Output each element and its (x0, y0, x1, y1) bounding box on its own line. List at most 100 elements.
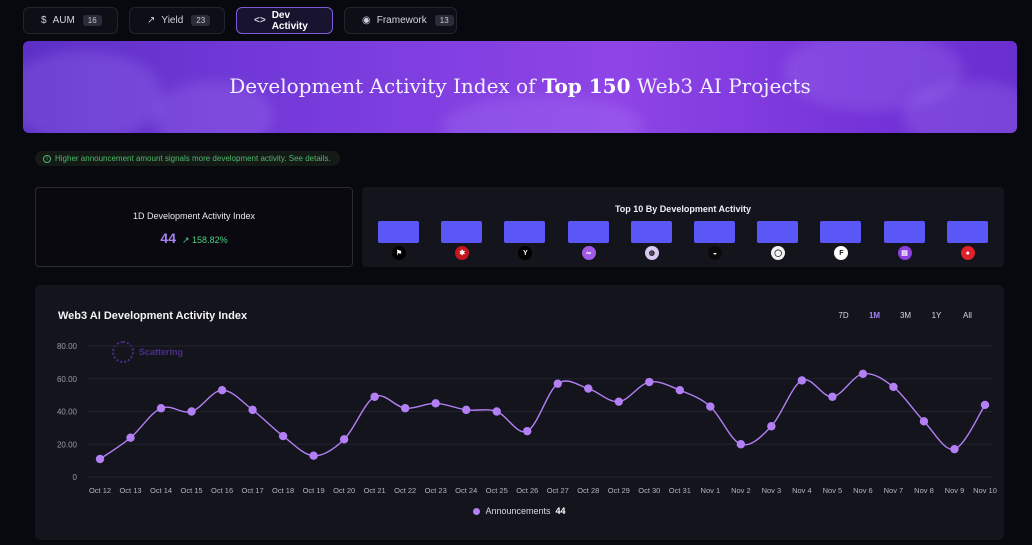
tab-yield[interactable]: ↗ Yield 23 (129, 7, 225, 34)
data-point[interactable] (400, 404, 410, 413)
tab-count-badge: 23 (191, 15, 211, 26)
cloud-decoration (783, 41, 963, 111)
data-point[interactable] (278, 431, 288, 441)
range-1m[interactable]: 1M (868, 311, 881, 320)
legend-label: Announcements (485, 506, 551, 516)
data-point[interactable] (370, 392, 379, 401)
top10-bar[interactable] (820, 221, 862, 243)
data-point[interactable] (858, 369, 868, 379)
data-point[interactable] (217, 386, 227, 395)
data-point[interactable] (645, 377, 654, 387)
legend-dot (473, 507, 481, 515)
top10-title: Top 10 By Development Activity (614, 204, 752, 214)
x-tick-label: Oct 18 (272, 486, 294, 495)
x-tick-label: Oct 25 (486, 486, 508, 495)
top10-bar[interactable] (946, 221, 988, 243)
data-point[interactable] (553, 379, 562, 388)
project-7-logo[interactable]: ◯ (771, 246, 786, 260)
cloud-decoration (153, 81, 273, 133)
project-3-logo[interactable]: Y (518, 246, 533, 260)
x-tick-label: Oct 23 (425, 486, 447, 495)
data-point[interactable] (248, 405, 257, 415)
x-tick-label: Nov 10 (973, 486, 997, 495)
data-point[interactable] (309, 451, 318, 460)
data-point[interactable] (614, 397, 623, 406)
chart-legend[interactable]: Announcements 44 (35, 506, 1004, 516)
cloud-decoration (443, 96, 643, 133)
data-point[interactable] (767, 422, 776, 431)
data-point[interactable] (675, 386, 685, 395)
data-point[interactable] (706, 402, 715, 411)
y-tick-label: 40.00 (57, 408, 78, 417)
top10-bar[interactable] (694, 221, 735, 243)
data-point[interactable] (339, 435, 349, 444)
data-point[interactable] (584, 384, 593, 393)
x-tick-label: Oct 20 (333, 486, 355, 495)
x-tick-label: Oct 30 (638, 486, 660, 495)
tab-label: AUM (52, 15, 75, 26)
index-value-row: 44 ↗ 158.82% (36, 230, 352, 246)
data-point[interactable] (980, 400, 990, 410)
range-all[interactable]: All (963, 311, 972, 320)
range-7d[interactable]: 7D (838, 311, 849, 320)
info-notice[interactable]: i Higher announcement amount signals mor… (35, 151, 340, 166)
data-point[interactable] (919, 417, 929, 426)
top10-bar[interactable] (883, 221, 925, 243)
top10-bar[interactable] (567, 221, 609, 243)
data-point[interactable] (950, 444, 959, 454)
x-tick-label: Nov 3 (762, 486, 782, 495)
hero-banner: Development Activity Index of Top 150 We… (23, 41, 1017, 133)
x-tick-label: Oct 27 (547, 486, 569, 495)
data-point[interactable] (797, 376, 807, 385)
line-chart: 0 20.00 40.00 60.00 80.00 Oct 12 Oct 13 Oct 14 O… (57, 342, 997, 495)
top10-bar[interactable] (630, 221, 672, 243)
data-point[interactable] (462, 405, 471, 415)
range-selector: 7D 1M 3M 1Y All (828, 311, 983, 320)
project-6-logo[interactable]: ◒ (708, 246, 722, 260)
project-4-logo[interactable]: ∞ (581, 246, 596, 260)
index-label: 1D Development Activity Index (132, 211, 256, 221)
data-point[interactable] (187, 407, 196, 416)
tab-count-badge: 13 (434, 15, 454, 26)
github-icon: ◉ (362, 15, 371, 26)
data-point[interactable] (523, 426, 532, 436)
x-tick-label: Oct 16 (211, 486, 233, 495)
x-tick-label: Oct 28 (577, 486, 599, 495)
tab-dev-activity[interactable]: <> Dev Activity (236, 7, 333, 34)
data-point[interactable] (889, 382, 898, 392)
x-tick-label: Oct 12 (89, 486, 111, 495)
project-1-logo[interactable]: ⚑ (392, 246, 406, 260)
chart-card: Web3 AI Development Activity Index 7D 1M 3… (35, 285, 1004, 540)
x-tick-label: Oct 19 (303, 486, 325, 495)
top10-bar[interactable] (441, 221, 483, 243)
top10-bar[interactable] (378, 221, 419, 243)
watermark-text: Scattering (139, 347, 184, 357)
watermark: Scattering (112, 341, 183, 363)
project-2-logo[interactable]: ✱ (455, 246, 470, 260)
x-tick-label: Nov 6 (853, 486, 873, 495)
top10-panel: Top 10 By Development Activity ⚑ ✱ Y ∞ ◍ ◒ ◯ F ▤… (362, 187, 1004, 267)
x-tick-label: Oct 29 (608, 486, 630, 495)
x-tick-label: Oct 26 (516, 486, 538, 495)
range-3m[interactable]: 3M (899, 311, 912, 320)
tab-aum[interactable]: $ AUM 16 (23, 7, 118, 34)
data-point[interactable] (95, 454, 105, 464)
data-point[interactable] (736, 440, 746, 449)
x-tick-label: Nov 7 (884, 486, 904, 495)
project-5-logo[interactable]: ◍ (644, 246, 659, 260)
top10-bar[interactable] (504, 221, 546, 243)
project-8-logo[interactable]: F (834, 246, 849, 260)
data-point[interactable] (126, 433, 135, 442)
data-point[interactable] (828, 392, 837, 401)
data-point[interactable] (492, 407, 501, 416)
index-change: ↗ 158.82% (182, 235, 228, 245)
x-tick-label: Oct 17 (242, 486, 264, 495)
project-9-logo[interactable]: ▤ (897, 246, 912, 260)
data-point[interactable] (431, 399, 440, 408)
top10-bar[interactable] (757, 221, 799, 243)
tab-framework[interactable]: ◉ Framework 13 (344, 7, 457, 34)
project-10-logo[interactable]: ● (960, 246, 975, 260)
range-1y[interactable]: 1Y (931, 311, 942, 320)
data-point[interactable] (156, 404, 166, 413)
chart-title: Web3 AI Development Activity Index (58, 310, 248, 322)
